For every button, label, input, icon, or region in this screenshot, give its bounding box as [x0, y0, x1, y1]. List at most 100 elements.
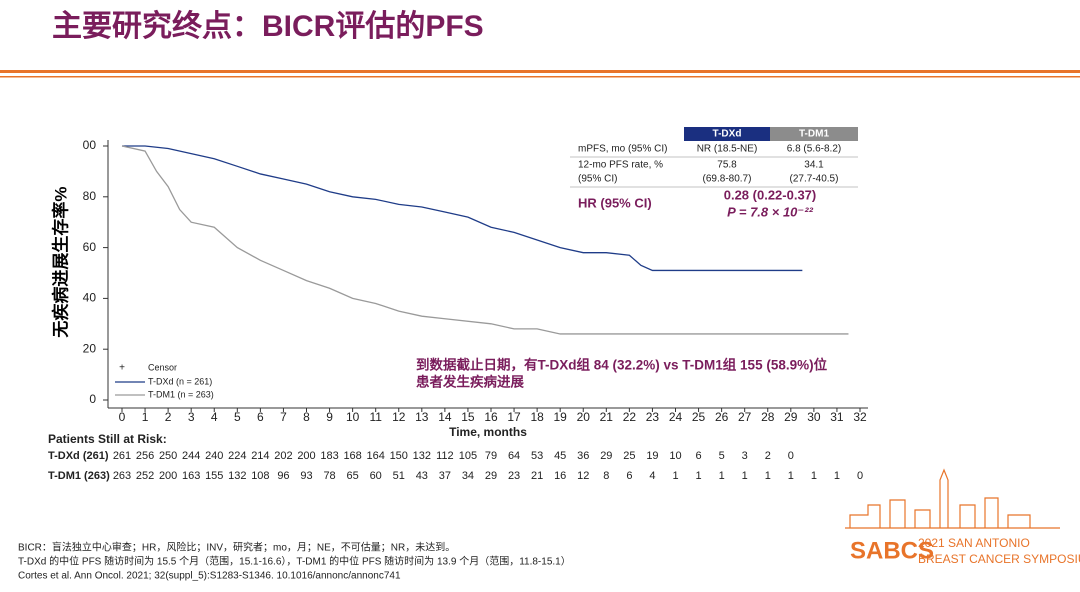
- hr-label: HR (95% CI): [578, 195, 652, 210]
- risk-count: 21: [531, 470, 543, 482]
- x-tick-label: 23: [646, 410, 660, 424]
- summary-cell: (69.8-80.7): [703, 174, 752, 185]
- x-tick-label: 4: [211, 410, 218, 424]
- logo-skyline: [845, 468, 1060, 529]
- risk-count: 132: [228, 470, 246, 482]
- risk-title: Patients Still at Risk:: [48, 432, 167, 446]
- x-tick-label: 28: [761, 410, 775, 424]
- risk-count: 163: [182, 470, 200, 482]
- y-tick-label: 0: [89, 392, 96, 406]
- risk-count: 155: [205, 470, 223, 482]
- risk-count: 0: [857, 470, 863, 482]
- legend-label: T-DM1 (n = 263): [148, 389, 214, 399]
- x-tick-label: 9: [326, 410, 333, 424]
- x-tick-label: 22: [623, 410, 637, 424]
- x-tick-label: 10: [346, 410, 360, 424]
- risk-count: 16: [554, 470, 566, 482]
- risk-count: 214: [251, 450, 269, 462]
- risk-count: 34: [462, 470, 474, 482]
- risk-count: 60: [370, 470, 382, 482]
- logo-text: 2021 SAN ANTONIO: [918, 536, 1030, 550]
- risk-count: 4: [649, 470, 655, 482]
- risk-count: 252: [136, 470, 154, 482]
- risk-count: 37: [439, 470, 451, 482]
- risk-count: 1: [672, 470, 678, 482]
- risk-count: 112: [436, 450, 454, 462]
- x-tick-label: 11: [369, 410, 382, 424]
- divider: [0, 76, 1080, 78]
- risk-count: 105: [459, 450, 477, 462]
- summary-cell: 12-mo PFS rate, %: [578, 160, 663, 171]
- hr-value: 0.28 (0.22-0.37): [724, 187, 817, 202]
- survival-curve: [121, 145, 849, 335]
- summary-cell: NR (18.5-NE): [697, 144, 758, 155]
- risk-count: 224: [228, 450, 246, 462]
- risk-count: 79: [485, 450, 497, 462]
- p-value: P = 7.8 × 10⁻²²: [727, 204, 814, 219]
- summary-cell: 75.8: [717, 160, 737, 171]
- risk-count: 23: [508, 470, 520, 482]
- y-tick-label: 60: [83, 240, 97, 254]
- risk-count: 45: [554, 450, 566, 462]
- risk-count: 0: [788, 450, 794, 462]
- summary-cell: (95% CI): [578, 174, 617, 185]
- risk-count: 1: [742, 470, 748, 482]
- risk-count: 5: [719, 450, 725, 462]
- risk-count: 240: [205, 450, 223, 462]
- x-tick-label: 25: [692, 410, 706, 424]
- risk-count: 43: [416, 470, 428, 482]
- risk-count: 150: [390, 450, 408, 462]
- x-tick-label: 13: [415, 410, 429, 424]
- footnote: Cortes et al. Ann Oncol. 2021; 32(suppl_…: [18, 571, 401, 582]
- risk-count: 10: [669, 450, 681, 462]
- x-tick-label: 3: [188, 410, 195, 424]
- risk-count: 36: [577, 450, 589, 462]
- risk-count: 1: [765, 470, 771, 482]
- risk-label: T-DXd (261): [48, 450, 109, 462]
- risk-count: 1: [811, 470, 817, 482]
- risk-count: 29: [600, 450, 612, 462]
- risk-count: 1: [719, 470, 725, 482]
- divider: [0, 70, 1080, 73]
- risk-count: 93: [300, 470, 312, 482]
- x-tick-label: 0: [119, 410, 126, 424]
- annotation: 到数据截止日期，有T-DXd组 84 (32.2%) vs T-DM1组 155…: [416, 357, 828, 373]
- x-tick-label: 32: [853, 410, 867, 424]
- risk-count: 1: [834, 470, 840, 482]
- x-tick-label: 12: [392, 410, 406, 424]
- x-tick-label: 14: [438, 410, 452, 424]
- x-tick-label: 2: [165, 410, 172, 424]
- risk-count: 12: [577, 470, 589, 482]
- risk-count: 6: [626, 470, 632, 482]
- x-tick-label: 16: [484, 410, 498, 424]
- risk-count: 96: [277, 470, 289, 482]
- y-tick-label: 40: [83, 291, 97, 305]
- footnote: BICR：盲法独立中心审查；HR，风险比；INV，研究者；mo，月；NE，不可估…: [18, 541, 455, 554]
- risk-count: 64: [508, 450, 520, 462]
- legend-label: Censor: [148, 362, 177, 372]
- x-tick-label: 29: [784, 410, 798, 424]
- annotation: 患者发生疾病进展: [416, 374, 524, 390]
- x-tick-label: 30: [807, 410, 821, 424]
- risk-count: 6: [696, 450, 702, 462]
- summary-cell: 6.8 (5.6-8.2): [787, 144, 841, 155]
- x-tick-label: 26: [715, 410, 729, 424]
- risk-label: T-DM1 (263): [48, 470, 110, 482]
- col-header-bg: [770, 127, 858, 141]
- risk-count: 51: [393, 470, 405, 482]
- col-header: T-DM1: [799, 129, 829, 140]
- survival-curve: [122, 145, 803, 272]
- logo-mark: SABCS: [850, 537, 934, 564]
- risk-count: 78: [323, 470, 335, 482]
- risk-count: 1: [696, 470, 702, 482]
- col-header-bg: [684, 127, 770, 141]
- x-tick-label: 24: [669, 410, 683, 424]
- legend-censor-marker: +: [119, 363, 125, 374]
- x-tick-label: 15: [461, 410, 475, 424]
- risk-count: 65: [347, 470, 359, 482]
- summary-cell: mPFS, mo (95% CI): [578, 144, 667, 155]
- risk-count: 8: [603, 470, 609, 482]
- risk-count: 29: [485, 470, 497, 482]
- x-tick-label: 21: [600, 410, 614, 424]
- risk-count: 19: [646, 450, 658, 462]
